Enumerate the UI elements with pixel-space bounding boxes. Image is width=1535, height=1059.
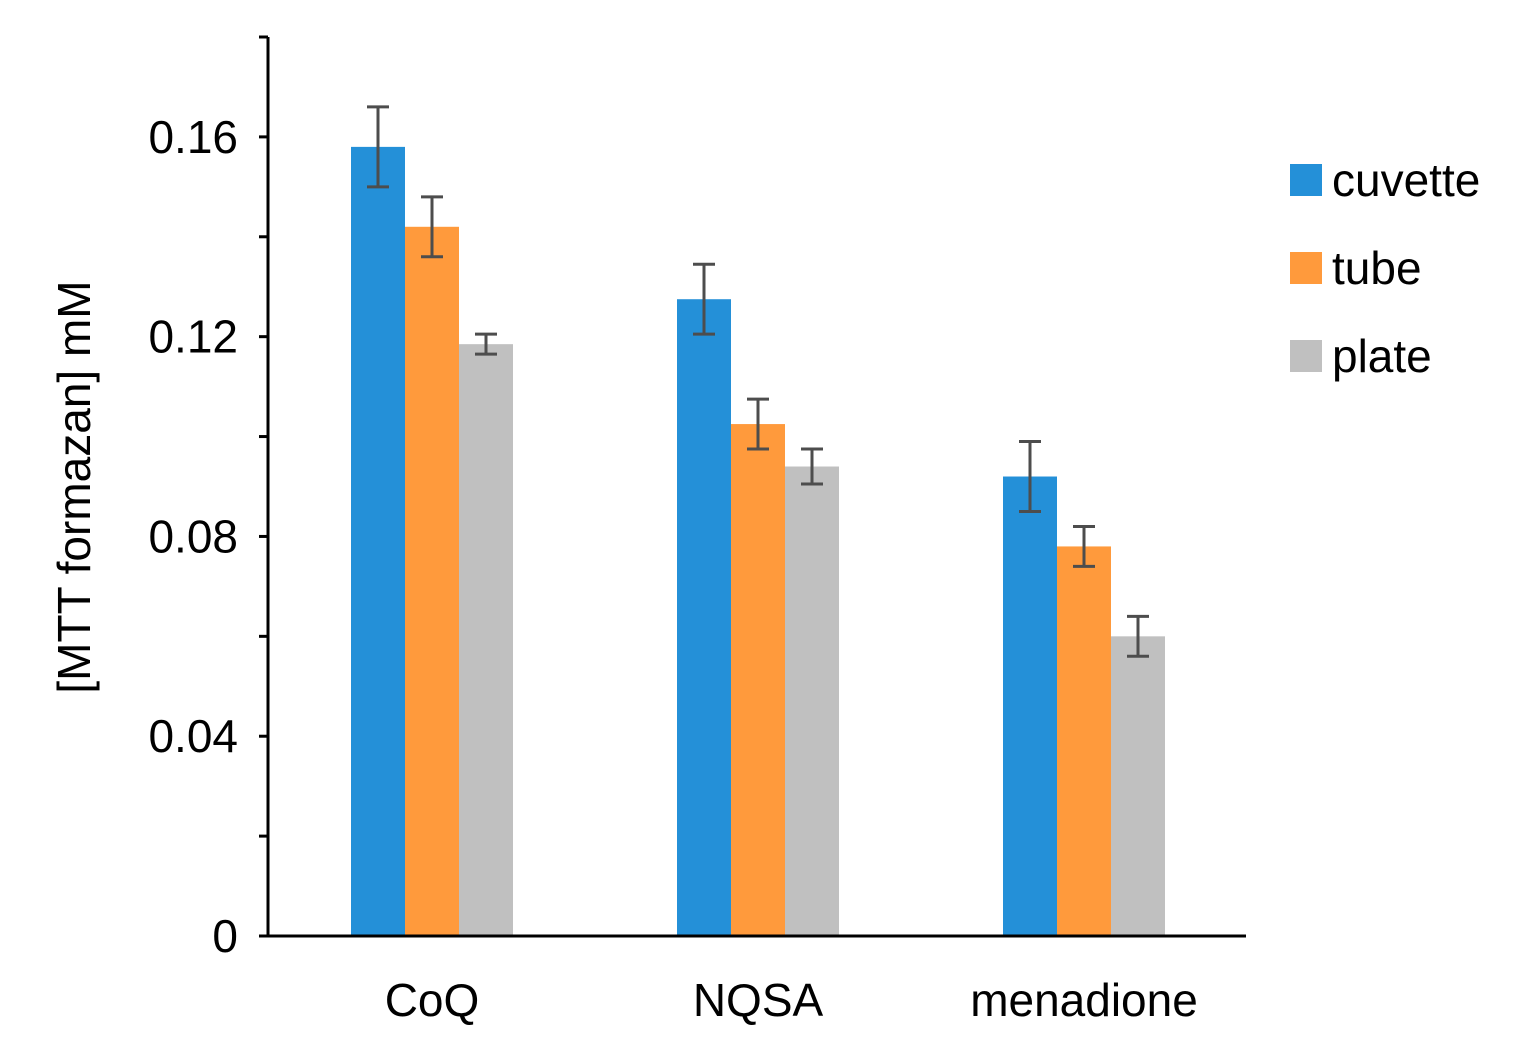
y-tick-label: 0: [212, 910, 238, 962]
error-bars-layer: [367, 105, 1149, 658]
legend-swatch-plate: [1290, 340, 1322, 372]
legend-swatch-cuvette: [1290, 164, 1322, 196]
legend-swatch-tube: [1290, 252, 1322, 284]
bar-plate-coq: [459, 344, 513, 936]
bar-tube-menadione: [1057, 546, 1111, 936]
axes-layer: 0 0.04 0.08 0.12 0.16 CoQ NQSA menadione: [148, 35, 1246, 1026]
y-tick-label: 0.08: [148, 510, 238, 562]
bar-cuvette-nqsa: [677, 299, 731, 936]
x-category-label: NQSA: [693, 974, 824, 1026]
legend-label-plate: plate: [1332, 330, 1432, 382]
x-category-label: menadione: [970, 974, 1198, 1026]
y-axis-title: [MTT formazan] mM: [48, 280, 100, 693]
bar-cuvette-coq: [351, 146, 405, 936]
legend: cuvette tube plate: [1290, 154, 1480, 382]
bars-layer: [351, 146, 1165, 937]
y-tick-label: 0.16: [148, 111, 238, 163]
x-category-label: CoQ: [385, 974, 480, 1026]
bar-tube-coq: [405, 226, 459, 937]
bar-plate-nqsa: [785, 466, 839, 936]
legend-label-cuvette: cuvette: [1332, 154, 1480, 206]
y-tick-label: 0.12: [148, 311, 238, 363]
y-tick-label: 0.04: [148, 710, 238, 762]
bar-plate-menadione: [1111, 636, 1165, 936]
bar-tube-nqsa: [731, 424, 785, 936]
bar-cuvette-menadione: [1003, 476, 1057, 936]
legend-label-tube: tube: [1332, 242, 1422, 294]
